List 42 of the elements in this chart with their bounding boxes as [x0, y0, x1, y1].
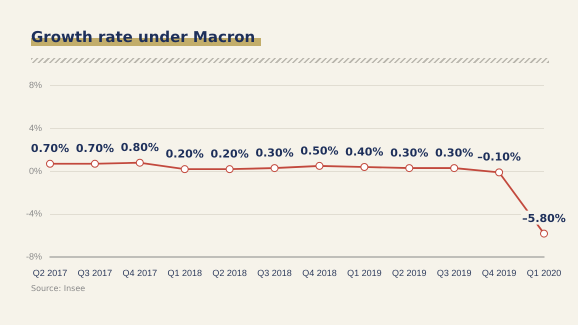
- x-tick-label: Q2 2019: [392, 268, 427, 278]
- point: [180, 165, 189, 174]
- point: [270, 164, 279, 172]
- data-label: 0.80%: [120, 141, 159, 154]
- data-label: 0.30%: [390, 146, 428, 160]
- y-tick-label: 8%: [28, 80, 42, 90]
- point: [360, 163, 368, 172]
- data-label: 0.30%: [435, 146, 474, 160]
- x-tick-label: Q2 2017: [32, 268, 68, 278]
- x-tick-label: Q1 2018: [167, 268, 202, 278]
- data-label: –5.80%: [522, 212, 566, 225]
- data-label: 0.40%: [345, 145, 384, 158]
- x-tick-label: Q4 2019: [482, 268, 516, 278]
- x-tick-label: Q2 2018: [212, 268, 247, 278]
- x-tick-label: Q3 2018: [257, 268, 292, 278]
- x-tick-label: Q4 2018: [302, 268, 337, 278]
- x-tick-label: Q3 2019: [436, 268, 472, 278]
- point: [405, 164, 414, 172]
- y-tick-label: 0%: [28, 166, 42, 176]
- point: [136, 158, 144, 167]
- data-label: 0.20%: [210, 148, 249, 161]
- source-note: Source: Insee: [31, 284, 86, 293]
- point: [90, 160, 99, 168]
- y-tick-label: -4%: [26, 208, 42, 219]
- x-tick-label: Q1 2019: [347, 268, 382, 278]
- x-tick-label: Q3 2017: [78, 268, 112, 278]
- data-label: 0.50%: [300, 144, 339, 158]
- data-label: 0.30%: [255, 146, 294, 160]
- x-tick-label: Q1 2020: [526, 268, 562, 278]
- point: [226, 165, 234, 174]
- x-tick-label: Q4 2017: [122, 268, 158, 278]
- point: [46, 160, 54, 168]
- data-label: –0.10%: [477, 150, 521, 164]
- point: [450, 164, 458, 172]
- data-label: 0.20%: [166, 148, 204, 161]
- point: [495, 168, 504, 176]
- data-label: 0.70%: [76, 142, 114, 156]
- point: [315, 162, 324, 170]
- y-tick-label: -8%: [26, 252, 42, 262]
- data-label: 0.70%: [30, 142, 70, 156]
- point: [540, 230, 548, 238]
- y-tick-label: 4%: [28, 122, 42, 133]
